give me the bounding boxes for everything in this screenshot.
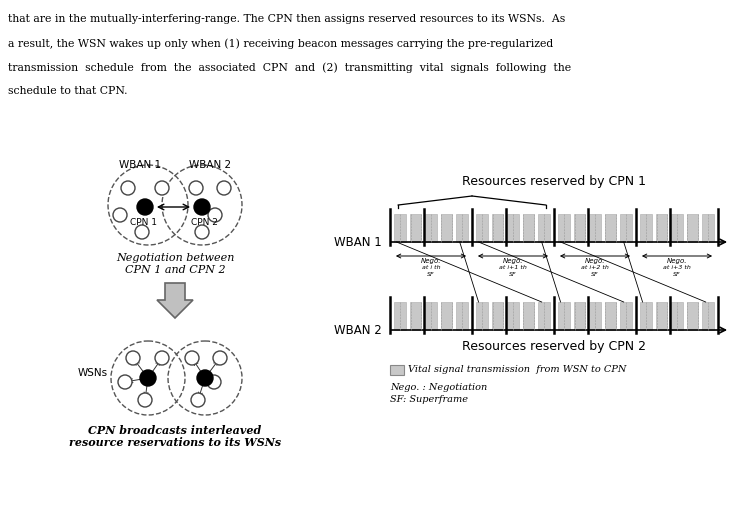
Text: a result, the WSN wakes up only when (1) receiving beacon messages carrying the : a result, the WSN wakes up only when (1)… [8, 38, 553, 48]
Bar [441, 214, 452, 242]
Text: SF: SF [427, 272, 435, 277]
Bar [476, 214, 487, 242]
Bar [457, 214, 468, 242]
Circle shape [191, 393, 205, 407]
Bar [574, 302, 585, 330]
Text: at i+1 th: at i+1 th [499, 265, 527, 270]
Circle shape [135, 225, 149, 239]
Circle shape [140, 370, 156, 386]
Circle shape [113, 208, 127, 222]
Bar [441, 302, 452, 330]
Circle shape [194, 199, 210, 215]
Text: Nego.: Nego. [421, 258, 441, 264]
Bar [523, 214, 534, 242]
Circle shape [185, 351, 199, 365]
Bar [589, 302, 600, 330]
Bar [702, 302, 714, 330]
Text: SF: Superframe: SF: Superframe [390, 395, 468, 404]
Bar [672, 214, 683, 242]
Bar [507, 302, 519, 330]
Text: CPN 2: CPN 2 [191, 218, 217, 227]
Text: SF: SF [591, 272, 599, 277]
Circle shape [118, 375, 132, 389]
Bar [640, 302, 652, 330]
Text: CPN 1: CPN 1 [129, 218, 156, 227]
Text: SF: SF [673, 272, 681, 277]
Circle shape [208, 208, 222, 222]
Text: t: t [733, 325, 734, 338]
Bar [539, 214, 550, 242]
Bar [687, 214, 698, 242]
Bar [605, 214, 617, 242]
Text: WBAN 2: WBAN 2 [189, 160, 231, 170]
Bar [640, 214, 652, 242]
Bar [702, 214, 714, 242]
Text: WSNs: WSNs [78, 368, 108, 378]
Bar [394, 302, 406, 330]
Text: CPN 1 and CPN 2: CPN 1 and CPN 2 [125, 265, 225, 275]
Circle shape [217, 181, 231, 195]
Text: WBAN 1: WBAN 1 [119, 160, 161, 170]
Text: Vital signal transmission  from WSN to CPN: Vital signal transmission from WSN to CP… [408, 366, 626, 375]
Bar [574, 214, 585, 242]
Text: SF: SF [509, 272, 517, 277]
Text: at i th: at i th [422, 265, 440, 270]
Text: WBAN 2: WBAN 2 [334, 323, 382, 337]
Text: CPN broadcasts interleaved: CPN broadcasts interleaved [88, 425, 261, 436]
Circle shape [189, 181, 203, 195]
Bar [410, 214, 421, 242]
Bar [655, 302, 667, 330]
Bar [672, 302, 683, 330]
Text: at i+3 th: at i+3 th [663, 265, 691, 270]
Circle shape [195, 225, 209, 239]
Bar [558, 302, 570, 330]
Bar [492, 214, 504, 242]
Circle shape [213, 351, 227, 365]
Text: resource reservations to its WSNs: resource reservations to its WSNs [69, 437, 281, 448]
Bar [507, 214, 519, 242]
Bar [394, 214, 406, 242]
Text: at i+2 th: at i+2 th [581, 265, 609, 270]
Bar [605, 302, 617, 330]
Text: Nego.: Nego. [585, 258, 606, 264]
Circle shape [137, 199, 153, 215]
Bar [687, 302, 698, 330]
Circle shape [207, 375, 221, 389]
Bar [410, 302, 421, 330]
Text: transmission  schedule  from  the  associated  CPN  and  (2)  transmitting  vita: transmission schedule from the associate… [8, 62, 571, 73]
Bar [457, 302, 468, 330]
Bar [655, 214, 667, 242]
Text: that are in the mutually-interfering-range. The CPN then assigns reserved resour: that are in the mutually-interfering-ran… [8, 14, 565, 24]
Text: Resources reserved by CPN 1: Resources reserved by CPN 1 [462, 175, 646, 188]
Circle shape [126, 351, 140, 365]
Text: Negotiation between: Negotiation between [116, 253, 234, 263]
Bar [492, 302, 504, 330]
Bar [589, 214, 600, 242]
Bar [425, 302, 437, 330]
Circle shape [138, 393, 152, 407]
Text: Nego.: Nego. [503, 258, 523, 264]
Bar [620, 214, 632, 242]
Text: Resources reserved by CPN 2: Resources reserved by CPN 2 [462, 340, 646, 353]
Text: schedule to that CPN.: schedule to that CPN. [8, 86, 128, 96]
Bar [390, 365, 404, 375]
Bar [523, 302, 534, 330]
Text: Nego. : Negotiation: Nego. : Negotiation [390, 383, 487, 392]
Circle shape [155, 181, 169, 195]
Bar [425, 214, 437, 242]
Bar [539, 302, 550, 330]
Bar [476, 302, 487, 330]
Bar [558, 214, 570, 242]
Circle shape [121, 181, 135, 195]
Bar [620, 302, 632, 330]
Text: Nego.: Nego. [666, 258, 687, 264]
Text: t: t [733, 237, 734, 249]
Text: WBAN 1: WBAN 1 [334, 236, 382, 248]
Polygon shape [157, 283, 193, 318]
Circle shape [197, 370, 213, 386]
Circle shape [155, 351, 169, 365]
